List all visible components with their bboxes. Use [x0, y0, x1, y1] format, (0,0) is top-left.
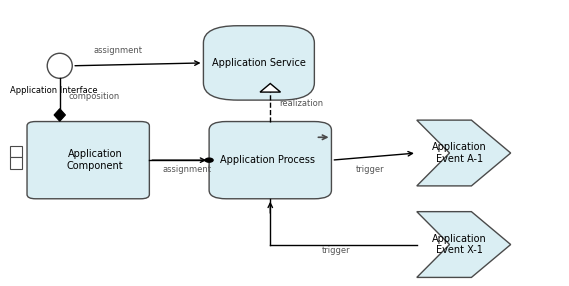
- Text: Application Interface: Application Interface: [10, 86, 98, 95]
- Text: composition: composition: [68, 92, 119, 101]
- Polygon shape: [417, 120, 510, 186]
- Text: Application Service: Application Service: [212, 58, 306, 68]
- Text: trigger: trigger: [356, 165, 384, 174]
- Text: trigger: trigger: [321, 246, 350, 255]
- Text: Application
Event X-1: Application Event X-1: [432, 234, 486, 255]
- Text: Application Process: Application Process: [220, 155, 315, 165]
- Polygon shape: [54, 109, 65, 121]
- FancyBboxPatch shape: [204, 26, 314, 100]
- FancyBboxPatch shape: [10, 157, 23, 169]
- FancyBboxPatch shape: [27, 122, 149, 199]
- Text: realization: realization: [279, 99, 323, 108]
- FancyBboxPatch shape: [10, 146, 23, 157]
- Polygon shape: [260, 84, 281, 92]
- Text: Application
Event A-1: Application Event A-1: [432, 142, 486, 164]
- FancyBboxPatch shape: [209, 122, 331, 199]
- Text: assignment: assignment: [94, 46, 143, 55]
- Text: assignment: assignment: [162, 165, 211, 174]
- Polygon shape: [417, 212, 510, 277]
- Circle shape: [205, 158, 213, 162]
- Text: Application
Component: Application Component: [67, 149, 123, 171]
